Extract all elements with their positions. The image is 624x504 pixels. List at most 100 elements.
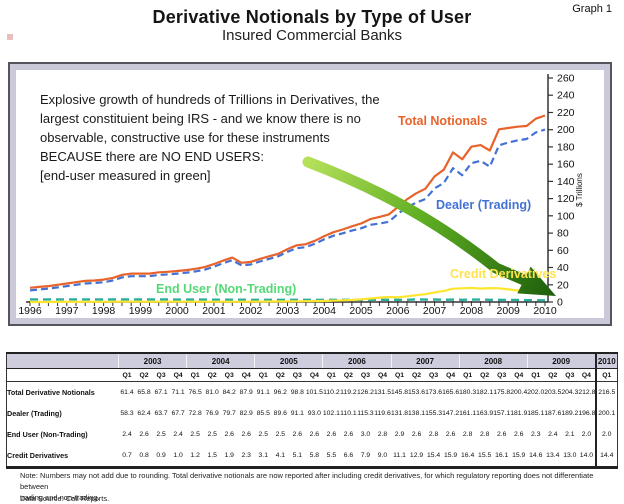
value-cell: 2.5 (275, 431, 286, 438)
y-tick-label: 180 (557, 141, 575, 153)
value-cell: 155.3 (425, 410, 443, 417)
value-cell: 157.1 (493, 410, 511, 417)
y-tick-label: 260 (557, 73, 575, 85)
value-cell: 2.5 (190, 431, 200, 438)
value-cell: 91.1 (290, 410, 304, 417)
quarter-cell: Q1 (459, 368, 477, 382)
value-cell: 2.3 (531, 431, 541, 438)
annotation-line: [end-user measured in green] (40, 168, 211, 183)
value-cell: 180.3 (459, 389, 477, 396)
value-cell: 182.1 (476, 389, 494, 396)
value-cell: 2.1 (565, 431, 575, 438)
value-cell: 173.6 (425, 389, 443, 396)
value-cell: 2.0 (594, 424, 618, 445)
value-cell: 2.6 (309, 431, 320, 438)
value-cell: 2.9 (394, 431, 405, 438)
quarter-cell: Q2 (339, 368, 357, 382)
value-cell: 91.1 (256, 389, 270, 396)
value-cell: 2.3 (237, 445, 255, 469)
x-year-label: 1998 (92, 305, 116, 317)
value-cell: 102.1 (322, 410, 340, 417)
quarter-cell: Q1 (322, 368, 340, 382)
value-cell: 153.6 (408, 389, 426, 396)
year-cell: 2003 (117, 352, 187, 369)
year-cell: 2010 (594, 352, 618, 369)
quarter-cell: Q2 (476, 368, 494, 382)
quarter-cell: Q3 (220, 368, 238, 382)
value-cell: 0.7 (118, 445, 136, 469)
y-tick-label: 100 (557, 210, 575, 222)
value-cell: 161.1 (459, 410, 477, 417)
graph-number-label: Graph 1 (572, 3, 612, 15)
quarter-cell: Q1 (186, 368, 204, 382)
value-cell: 15.9 (510, 445, 528, 469)
value-cell: 2.6 (343, 431, 354, 438)
value-cell: 2.8 (428, 431, 439, 438)
quarter-header-row: Q1 Q2 Q3 Q4 Q1 Q2 Q3 Q4 Q1 Q2 Q3 Q4 Q1 Q2 Q3 Q4 Q1 Q2 Q3 Q4… (6, 368, 618, 382)
value-cell: 175.8 (493, 389, 511, 396)
x-year-label: 2003 (276, 305, 300, 317)
value-cell: 72.8 (188, 410, 202, 417)
value-cell: 196.8 (578, 410, 596, 417)
value-cell: 185.1 (527, 410, 545, 417)
value-cell: 12.9 (408, 445, 426, 469)
total-notionals-line (29, 114, 546, 289)
value-cell: 200.1 (594, 403, 618, 424)
value-cell: 2.4 (122, 431, 132, 438)
quarterly-data-table: 2003 2004 2005 2006 2007 2008 2009 2010 Q1 Q2 Q3 Q4… (6, 352, 618, 469)
x-year-label: 2001 (202, 305, 226, 317)
value-cell: 89.6 (273, 410, 287, 417)
footnote-line: Note: Numbers may not add due to roundin… (20, 471, 594, 491)
x-year-label: 2010 (533, 305, 557, 317)
value-cell: 216.5 (594, 381, 618, 403)
value-cell: 15.9 (442, 445, 460, 469)
quarter-cell: Q4 (237, 368, 255, 382)
value-cell: 3.0 (360, 431, 371, 438)
value-cell: 14.6 (527, 445, 545, 469)
quarter-cell: Q4 (578, 368, 596, 382)
value-cell: 9.0 (373, 445, 391, 469)
value-cell: 2.4 (173, 431, 183, 438)
value-cell: 2.4 (548, 431, 558, 438)
value-cell: 67.7 (171, 410, 185, 417)
value-cell: 101.5 (305, 389, 323, 396)
value-cell: 84.2 (222, 389, 236, 396)
year-header-row: 2003 2004 2005 2006 2007 2008 2009 2010 (6, 352, 618, 369)
value-cell: 119.6 (374, 410, 391, 417)
value-cell: 62.4 (137, 410, 151, 417)
value-cell: 96.2 (273, 389, 287, 396)
x-year-label: 2006 (386, 305, 410, 317)
value-cell: 2.6 (514, 431, 524, 438)
footnote: Note: Numbers may not add due to roundin… (20, 470, 618, 503)
value-cell: 4.1 (271, 445, 289, 469)
green-arrow-head (517, 266, 556, 296)
page-subtitle: Insured Commercial Banks (221, 27, 403, 44)
value-cell: 203.5 (544, 389, 562, 396)
row-label-cell: Dealer (Trading) (7, 409, 62, 418)
value-cell: 131.5 (373, 389, 391, 396)
value-cell: 7.9 (356, 445, 374, 469)
value-cell: 85.5 (256, 410, 270, 417)
value-cell: 2.6 (411, 431, 422, 438)
y-tick-label: 240 (557, 90, 575, 102)
end-user-non-trading-line (30, 298, 545, 302)
x-year-label: 2000 (165, 305, 189, 317)
y-tick-label: 60 (557, 245, 569, 257)
value-cell: 189.2 (561, 410, 579, 417)
value-cell: 115.3 (357, 410, 374, 417)
value-cell: 1.5 (203, 445, 221, 469)
scan-artifact-mark (7, 34, 13, 40)
credit-derivatives-line (30, 286, 546, 304)
table-row: Total Derivative Notionals 61.4 65.8 67.1 71… (7, 381, 618, 403)
y-tick-label: 20 (557, 279, 569, 291)
quarter-cell: Q3 (152, 368, 170, 382)
y-tick-label: 200 (557, 124, 575, 136)
value-cell: 5.5 (322, 445, 340, 469)
value-cell: 82.9 (239, 410, 253, 417)
value-cell: 138.1 (408, 410, 426, 417)
value-cell: 0.9 (152, 445, 170, 469)
value-cell: 2.6 (292, 431, 303, 438)
value-cell: 79.7 (222, 410, 236, 417)
value-cell: 13.0 (561, 445, 579, 469)
value-cell: 16.4 (459, 445, 477, 469)
